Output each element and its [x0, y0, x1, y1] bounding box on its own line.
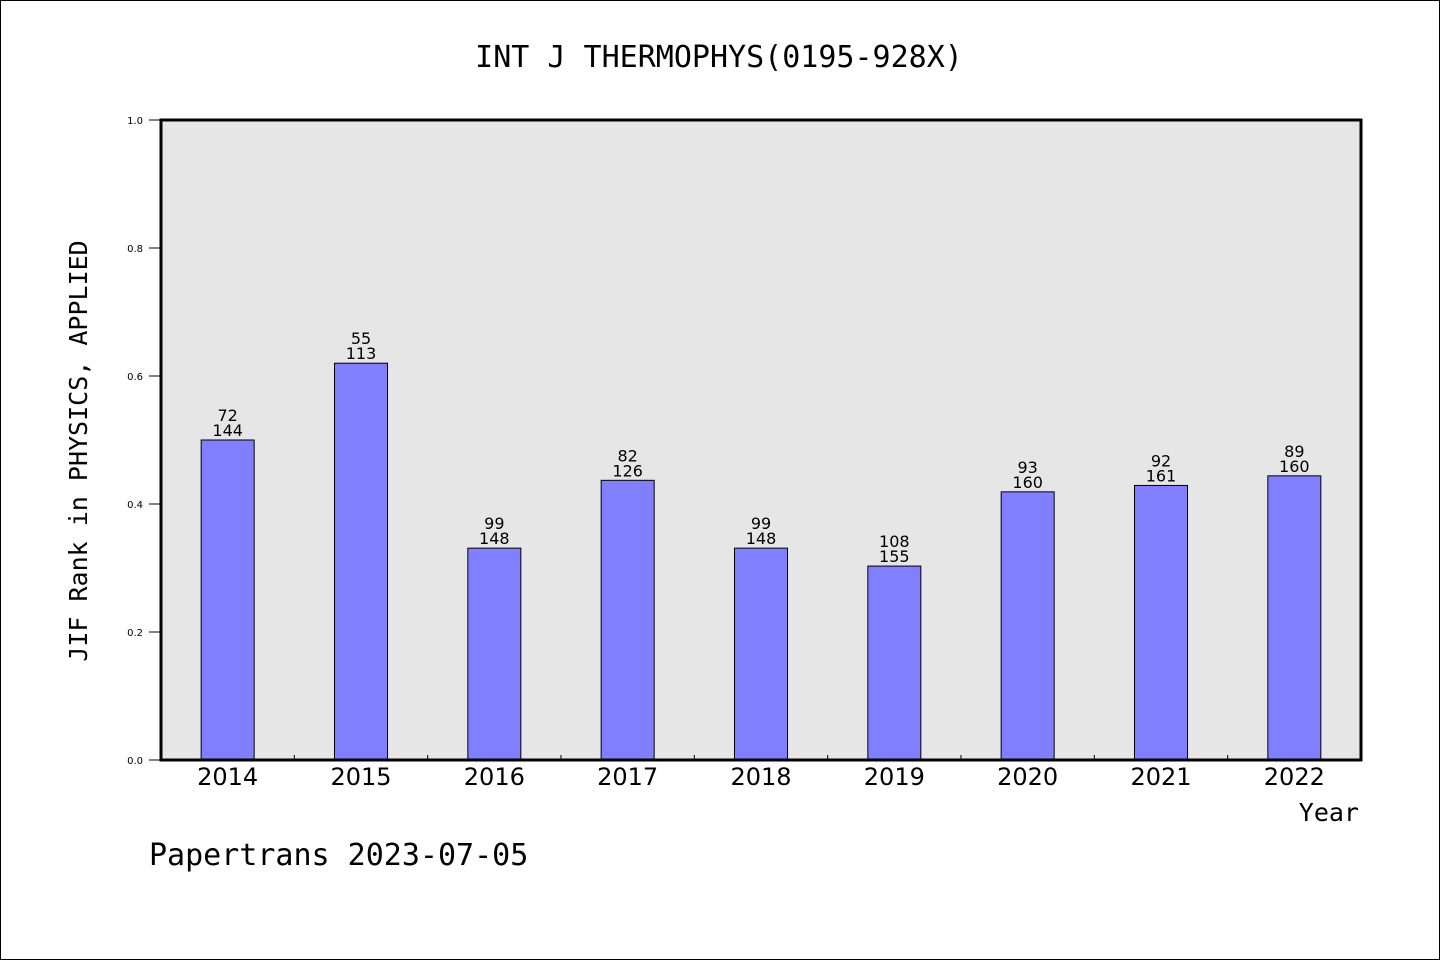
y-tick-label: 0.0	[127, 756, 143, 767]
x-tick-label-2020: 2020	[997, 763, 1058, 791]
bar-2020	[1000, 491, 1055, 761]
bar-rank-label-2016: 99	[484, 514, 504, 533]
x-tick-label-2015: 2015	[330, 763, 391, 791]
bar-total-label-2020: 160	[1012, 473, 1043, 492]
bar-2017	[600, 479, 655, 761]
chart-title: INT J THERMOPHYS(0195-928X)	[475, 40, 963, 75]
bar-rank-label-2018: 99	[751, 514, 771, 533]
x-tick-label-2022: 2022	[1264, 763, 1325, 791]
bar-total-label-2019: 155	[879, 547, 910, 566]
bar-total-label-2015: 113	[346, 344, 377, 363]
y-tick-label: 0.8	[127, 244, 143, 255]
x-axis: 2014 2015 2016 2017 2018 2019 2020 2021 2022	[197, 755, 1325, 791]
bar-total-label-2017: 126	[612, 461, 643, 480]
bar-rank-label-2021: 92	[1151, 451, 1171, 470]
x-tick-label-2019: 2019	[864, 763, 925, 791]
bar-2021	[1134, 484, 1188, 761]
x-tick-label-2018: 2018	[730, 763, 791, 791]
bar-rank-label-2014: 72	[217, 406, 237, 425]
y-tick-label: 0.2	[127, 628, 143, 639]
x-tick-label-2017: 2017	[597, 763, 658, 791]
y-tick-label: 0.6	[127, 372, 143, 383]
y-axis: 0.0 0.2 0.4 0.6 0.8 1.0	[127, 116, 161, 767]
bar-total-label-2021: 161	[1146, 466, 1177, 485]
bar-2019	[867, 565, 922, 761]
bar-2014	[200, 439, 255, 761]
bar-rank-label-2017: 82	[617, 446, 637, 465]
bars-layer	[200, 362, 1322, 761]
bar-rank-label-2022: 89	[1284, 442, 1304, 461]
bar-total-label-2016: 148	[479, 529, 510, 548]
plot-border	[159, 118, 1363, 762]
bar-2016	[467, 547, 522, 761]
bar-rank-label-2020: 93	[1017, 458, 1037, 477]
bar-total-label-2014: 144	[212, 421, 243, 440]
bar-rank-label-2015: 55	[351, 329, 371, 348]
y-tick-label: 0.4	[127, 500, 143, 511]
footer-credit: Papertrans 2023-07-05	[149, 838, 528, 873]
bar-rank-label-2019: 108	[879, 532, 910, 551]
bar-2015	[334, 362, 388, 761]
bar-2022	[1267, 475, 1322, 761]
y-tick-label: 1.0	[127, 116, 143, 127]
x-tick-label-2014: 2014	[197, 763, 258, 791]
bar-2018	[734, 547, 788, 761]
x-tick-label-2021: 2021	[1130, 763, 1191, 791]
x-axis-title: Year	[1299, 798, 1359, 827]
y-axis-title: JIF Rank in PHYSICS, APPLIED	[64, 240, 93, 661]
x-tick-label-2016: 2016	[464, 763, 525, 791]
bar-total-label-2018: 148	[746, 529, 777, 548]
bar-total-label-2022: 160	[1279, 457, 1310, 476]
